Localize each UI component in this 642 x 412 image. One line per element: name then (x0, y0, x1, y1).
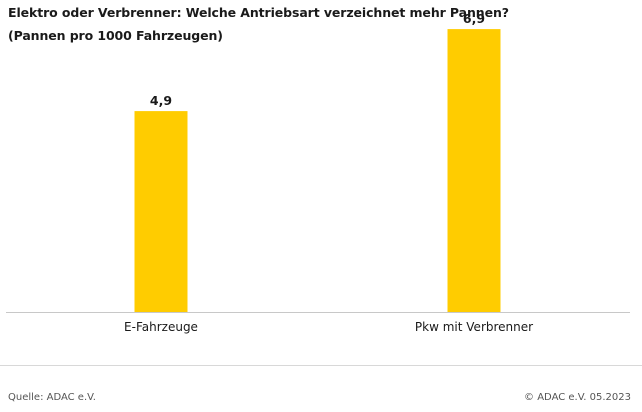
copyright-note: © ADAC e.V. 05.2023 (524, 392, 631, 403)
footer-divider (0, 365, 642, 366)
source-note: Quelle: ADAC e.V. (8, 392, 96, 403)
chart-subtitle: (Pannen pro 1000 Fahrzeugen) (8, 28, 223, 43)
category-label-0: E-Fahrzeuge (124, 320, 198, 334)
value-label-1: 6,9 (463, 11, 485, 26)
chart-title: Elektro oder Verbrenner: Welche Antriebs… (8, 5, 509, 20)
value-label-0: 4,9 (150, 93, 172, 108)
category-label-1: Pkw mit Verbrenner (415, 320, 533, 334)
bar-1 (447, 29, 501, 312)
bar-0 (134, 111, 188, 312)
